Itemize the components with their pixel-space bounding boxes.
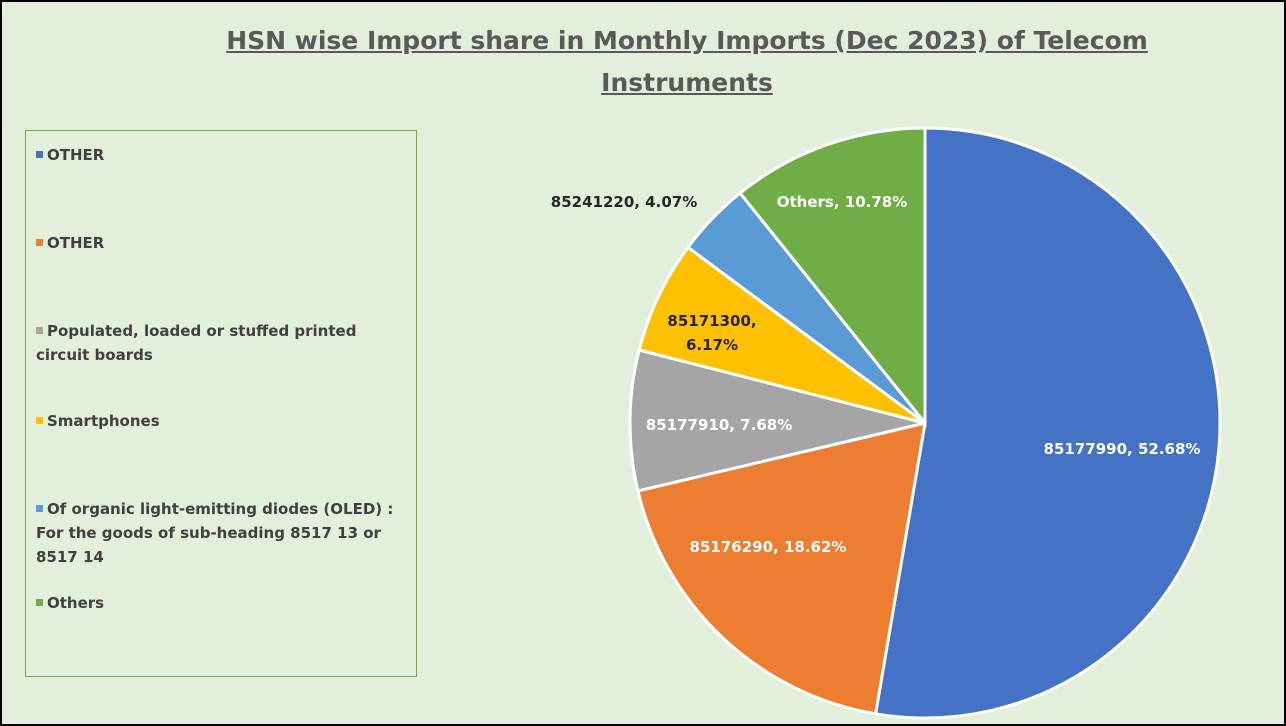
- legend: OTHER OTHER Populated, loaded or stuffed p…: [25, 130, 417, 677]
- legend-item: OTHER: [36, 231, 414, 255]
- legend-swatch: [36, 505, 43, 512]
- data-label: 85171300, 6.17%: [667, 312, 757, 354]
- legend-item: Smartphones: [36, 409, 414, 433]
- data-label: 85241220, 4.07%: [550, 193, 698, 211]
- legend-label: Populated, loaded or stuffed printed cir…: [36, 322, 357, 364]
- data-label: Others, 10.78%: [776, 193, 908, 211]
- pie-slice: [628, 348, 926, 493]
- legend-label: Smartphones: [47, 412, 160, 430]
- legend-label: Others: [47, 594, 105, 612]
- legend-swatch: [36, 417, 43, 424]
- pie-slice: [636, 421, 927, 716]
- legend-swatch: [36, 239, 43, 246]
- legend-label: OTHER: [47, 234, 105, 252]
- legend-item: OTHER: [36, 143, 414, 167]
- legend-label: OTHER: [47, 146, 105, 164]
- legend-item: Others: [36, 591, 414, 615]
- legend-item: Populated, loaded or stuffed printed cir…: [36, 319, 414, 367]
- data-label: 85177910, 7.68%: [645, 416, 793, 434]
- legend-swatch: [36, 151, 43, 158]
- pie-slice: [873, 126, 1222, 720]
- legend-item: Of organic light-emitting diodes (OLED) …: [36, 497, 414, 569]
- legend-label: Of organic light-emitting diodes (OLED) …: [36, 500, 394, 566]
- legend-swatch: [36, 327, 43, 334]
- legend-swatch: [36, 599, 43, 606]
- data-label: 85177990, 52.68%: [1043, 440, 1201, 458]
- data-label: 85176290, 18.62%: [689, 538, 847, 556]
- pie-slice: [738, 126, 927, 428]
- chart-title: HSN wise Import share in Monthly Imports…: [226, 26, 1148, 97]
